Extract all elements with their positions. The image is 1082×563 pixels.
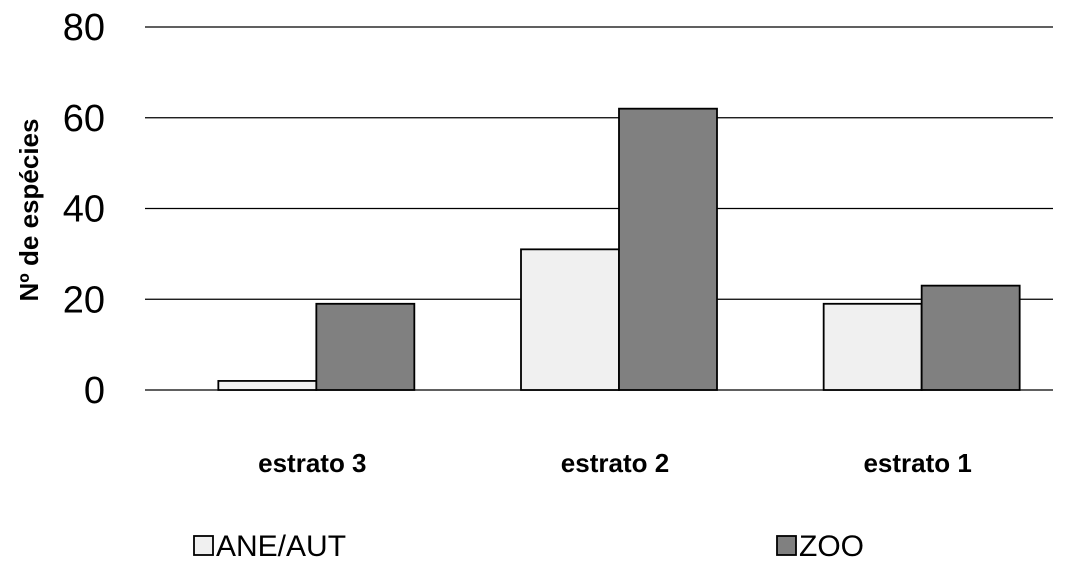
category-labels: estrato 3 estrato 2 estrato 1 [258,448,972,478]
y-tick-label: 60 [63,98,105,140]
category-label: estrato 1 [863,448,971,478]
category-label: estrato 3 [258,448,366,478]
y-tick-label: 40 [63,189,105,231]
bar-ane-aut-estrato-1 [822,302,923,391]
legend-swatch-ane-aut [193,535,214,556]
bars [217,107,1021,391]
bar-ane-aut-estrato-2 [520,248,620,391]
bar-ane-aut-estrato-3 [217,380,318,391]
legend-label: ANE/AUT [216,530,346,563]
legend-swatch-zoo [776,535,797,556]
y-tick-label: 20 [63,279,105,321]
y-tick-label: 80 [63,7,105,49]
bar-zoo-estrato-3 [315,302,416,391]
bar-zoo-estrato-1 [920,284,1021,391]
legend-label: ZOO [799,530,864,563]
y-axis-label: Nº de espécies [14,119,44,302]
y-tick-label: 0 [84,370,105,412]
bar-zoo-estrato-2 [618,107,718,391]
legend: ANE/AUT ZOO [193,530,864,563]
category-label: estrato 2 [561,448,669,478]
y-tick-labels: 0 20 40 60 80 [63,7,105,412]
